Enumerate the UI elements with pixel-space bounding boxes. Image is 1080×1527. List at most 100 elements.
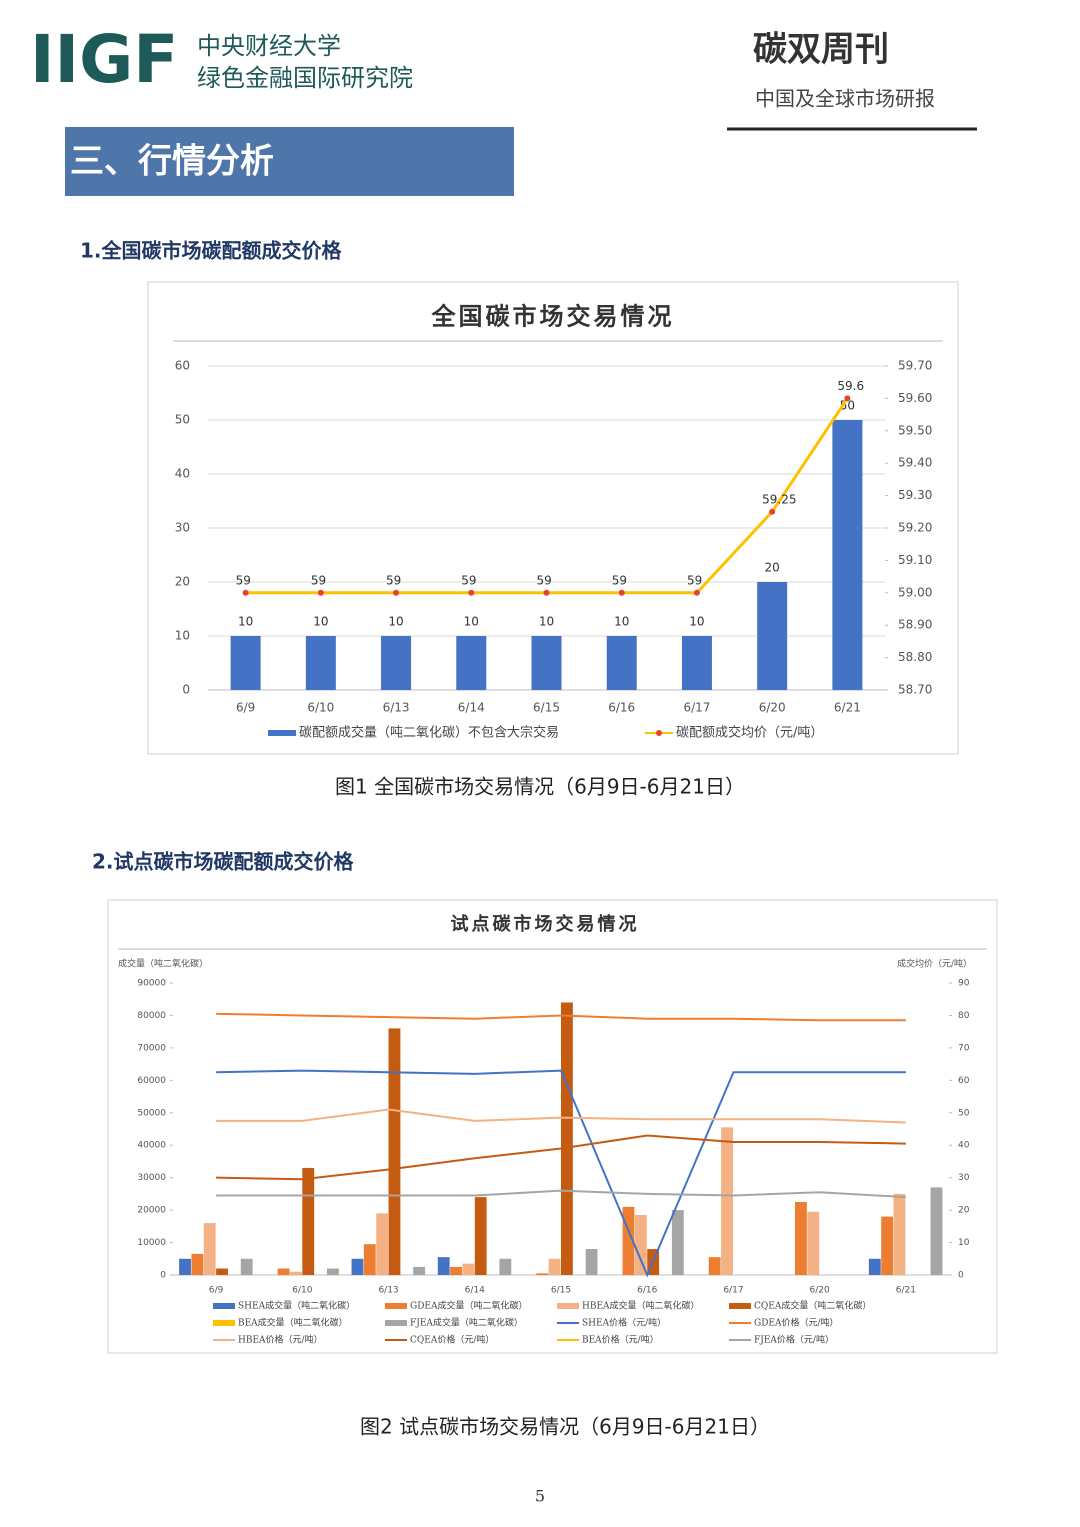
y-tick-label: 20000 bbox=[137, 1206, 166, 1216]
data-label: 59.6 bbox=[837, 379, 864, 393]
bar bbox=[450, 1266, 462, 1275]
y-tick-label: 90000 bbox=[137, 979, 166, 989]
legend-label: BEA成交量（吨二氧化碳） bbox=[238, 1317, 348, 1329]
legend-swatch bbox=[385, 1320, 407, 1326]
line bbox=[216, 1189, 906, 1199]
bar bbox=[561, 1002, 573, 1275]
bar bbox=[388, 1028, 401, 1275]
bar bbox=[462, 1263, 475, 1275]
y-tick-label: 60 bbox=[175, 359, 190, 373]
bar bbox=[351, 1258, 364, 1275]
bar bbox=[413, 1266, 426, 1275]
legend-swatch bbox=[213, 1303, 235, 1309]
bar bbox=[606, 636, 637, 690]
x-tick-label: 6/16 bbox=[637, 1286, 657, 1296]
data-label: 10 bbox=[313, 615, 328, 629]
bar bbox=[531, 636, 562, 690]
y2-tick-label: 59.50 bbox=[898, 423, 932, 437]
x-tick-label: 6/13 bbox=[383, 701, 410, 715]
line bbox=[216, 1134, 906, 1181]
y-tick-label: 70000 bbox=[137, 1043, 166, 1053]
line-marker bbox=[393, 589, 400, 596]
brand: 碳双周刊 bbox=[753, 30, 889, 70]
y2-axis-label: 成交均价（元/吨） bbox=[897, 958, 972, 970]
bar bbox=[327, 1268, 339, 1275]
legend-label: FJEA价格（元/吨） bbox=[754, 1334, 834, 1346]
legend-label: GDEA价格（元/吨） bbox=[754, 1317, 839, 1329]
legend-label: 碳配额成交均价（元/吨） bbox=[676, 725, 823, 741]
bar bbox=[376, 1213, 389, 1275]
y-tick-label: 10000 bbox=[137, 1238, 166, 1248]
bar bbox=[881, 1216, 894, 1275]
y2-tick-label: 10 bbox=[958, 1238, 970, 1248]
chart-frame bbox=[107, 899, 998, 1354]
y-tick-label: 40 bbox=[175, 467, 190, 481]
x-tick-label: 6/16 bbox=[608, 701, 635, 715]
y2-tick-label: 30 bbox=[958, 1173, 970, 1183]
y2-tick-label: 59.60 bbox=[898, 391, 932, 405]
legend-label: FJEA成交量（吨二氧化碳） bbox=[410, 1317, 523, 1329]
y-tick-label: 30 bbox=[175, 521, 190, 535]
data-label: 59.25 bbox=[762, 492, 796, 506]
bar bbox=[277, 1268, 290, 1275]
x-tick-label: 6/10 bbox=[307, 701, 334, 715]
bar bbox=[302, 1167, 315, 1275]
data-label: 59 bbox=[461, 573, 476, 587]
section-banner bbox=[65, 127, 514, 196]
line bbox=[216, 1069, 906, 1278]
legend-swatch bbox=[729, 1303, 751, 1309]
bar bbox=[216, 1268, 228, 1275]
logo: IIGF bbox=[30, 21, 178, 98]
data-label: 10 bbox=[238, 615, 253, 629]
bar bbox=[536, 1273, 549, 1275]
org-name: 中央财经大学 bbox=[197, 32, 341, 60]
data-label: 10 bbox=[689, 615, 704, 629]
x-tick-label: 6/10 bbox=[292, 1286, 312, 1296]
y-tick-label: 60000 bbox=[137, 1076, 166, 1086]
legend-swatch bbox=[385, 1303, 407, 1309]
legend-swatch bbox=[557, 1303, 579, 1309]
legend-marker bbox=[656, 730, 662, 736]
y-tick-label: 20 bbox=[175, 575, 190, 589]
y2-tick-label: 59.10 bbox=[898, 553, 932, 567]
bar bbox=[708, 1257, 721, 1275]
bar bbox=[893, 1193, 906, 1275]
data-label: 10 bbox=[464, 615, 479, 629]
y2-tick-label: 59.20 bbox=[898, 521, 932, 535]
bar bbox=[179, 1258, 191, 1275]
bar bbox=[868, 1258, 881, 1275]
y2-tick-label: 59.70 bbox=[898, 359, 932, 373]
bar bbox=[757, 582, 788, 690]
y2-tick-label: 60 bbox=[958, 1076, 970, 1086]
line-marker bbox=[618, 589, 625, 596]
caption: 图1 全国碳市场交易情况（6月9日-6月21日） bbox=[335, 775, 745, 799]
y2-tick-label: 58.90 bbox=[898, 618, 932, 632]
y2-tick-label: 58.80 bbox=[898, 650, 932, 664]
x-tick-label: 6/17 bbox=[723, 1286, 743, 1296]
x-tick-label: 6/9 bbox=[209, 1286, 224, 1296]
bar bbox=[240, 1258, 253, 1275]
section-title: 三、行情分析 bbox=[70, 142, 274, 182]
caption: 图2 试点碳市场交易情况（6月9日-6月21日） bbox=[360, 1415, 770, 1439]
legend-label: CQEA价格（元/吨） bbox=[410, 1334, 494, 1346]
y2-tick-label: 0 bbox=[958, 1271, 964, 1281]
x-tick-label: 6/15 bbox=[551, 1286, 571, 1296]
x-tick-label: 6/21 bbox=[834, 701, 861, 715]
data-label: 20 bbox=[765, 561, 780, 575]
data-label: 59 bbox=[537, 573, 552, 587]
y-tick-label: 40000 bbox=[137, 1141, 166, 1151]
legend-label: CQEA成交量（吨二氧化碳） bbox=[754, 1300, 871, 1312]
bar bbox=[381, 636, 412, 690]
brand-subtitle: 中国及全球市场研报 bbox=[755, 87, 935, 111]
x-tick-label: 6/20 bbox=[810, 1286, 830, 1296]
y-tick-label: 0 bbox=[160, 1271, 166, 1281]
bar bbox=[230, 636, 261, 690]
legend-label: HBEA价格（元/吨） bbox=[238, 1334, 323, 1346]
bar bbox=[832, 420, 863, 690]
y2-tick-label: 40 bbox=[958, 1141, 970, 1151]
bar bbox=[456, 636, 487, 690]
bar bbox=[622, 1206, 635, 1275]
data-label: 10 bbox=[388, 615, 403, 629]
bar bbox=[474, 1197, 487, 1275]
legend-label: HBEA成交量（吨二氧化碳） bbox=[582, 1300, 700, 1312]
